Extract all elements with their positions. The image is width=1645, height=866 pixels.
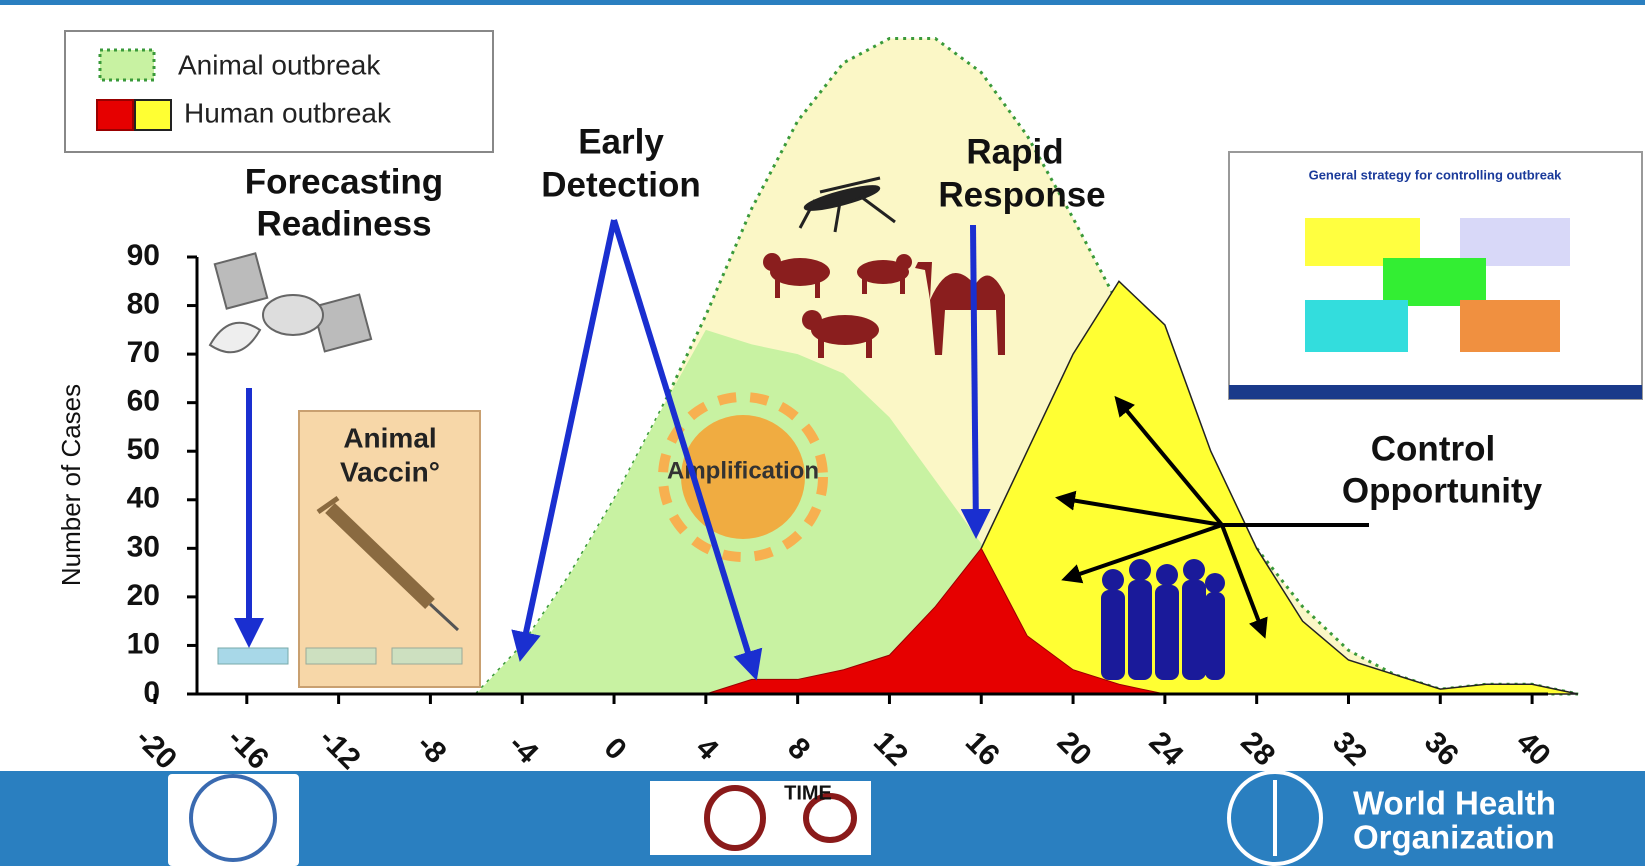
legend-label: Animal outbreak bbox=[178, 49, 381, 80]
annotation: Early bbox=[578, 122, 664, 161]
annotation: Vaccin° bbox=[340, 456, 440, 487]
vaccine-box bbox=[298, 410, 481, 688]
arrows bbox=[234, 219, 1369, 681]
y-tick-label: 40 bbox=[127, 482, 160, 515]
y-tick-label: 70 bbox=[127, 336, 160, 369]
y-tick-label: 30 bbox=[127, 530, 160, 563]
legend: Animal outbreak Human outbreak bbox=[64, 30, 494, 153]
x-tick-label: -20 bbox=[129, 722, 183, 776]
x-tick-label: 16 bbox=[959, 725, 1006, 772]
inset: General strategy for controlling outbrea… bbox=[1228, 151, 1643, 400]
x-tick-label: -12 bbox=[313, 722, 367, 776]
trays bbox=[217, 647, 463, 665]
x-tick-label: 32 bbox=[1326, 725, 1373, 772]
x-tick-label: 36 bbox=[1418, 725, 1465, 772]
x-tick-label: 20 bbox=[1051, 725, 1098, 772]
people bbox=[1101, 559, 1225, 680]
x-axis-label: TIME bbox=[784, 782, 832, 804]
legend-swatch bbox=[98, 48, 156, 82]
y-tick-label: 80 bbox=[127, 287, 160, 320]
x-tick-label: -16 bbox=[221, 722, 275, 776]
y-tick-label: 0 bbox=[143, 676, 160, 709]
x-tick-label: 12 bbox=[867, 725, 914, 772]
y-tick-label: 50 bbox=[127, 433, 160, 466]
x-tick-label: 0 bbox=[598, 731, 633, 766]
syringe bbox=[316, 495, 460, 632]
animals bbox=[763, 253, 1005, 358]
x-tick-label: 4 bbox=[689, 731, 724, 766]
legend-swatch bbox=[134, 99, 172, 131]
x-tick-label: -4 bbox=[502, 728, 544, 770]
x-tick-label: 28 bbox=[1234, 725, 1281, 772]
mosquito bbox=[798, 176, 896, 233]
y-tick-label: 60 bbox=[127, 385, 160, 418]
annotation: Rapid bbox=[966, 132, 1063, 171]
legend-swatch bbox=[96, 99, 134, 131]
y-tick-label: 20 bbox=[127, 579, 160, 612]
annotation: Response bbox=[938, 175, 1105, 214]
inset-title: General strategy for controlling outbrea… bbox=[1309, 167, 1563, 182]
annotation: Forecasting bbox=[245, 162, 443, 201]
annotation: Detection bbox=[541, 165, 700, 204]
annotation: Readiness bbox=[256, 204, 431, 243]
footer-text: World Health bbox=[1353, 785, 1556, 822]
footer-text: Organization bbox=[1353, 819, 1555, 856]
x-tick-label: 24 bbox=[1143, 725, 1190, 772]
sun-rays bbox=[658, 392, 828, 562]
annotation: Opportunity bbox=[1342, 471, 1543, 510]
sun bbox=[681, 415, 805, 539]
area bbox=[705, 547, 1165, 695]
x-tick-label: -8 bbox=[410, 728, 452, 770]
annotation: Control bbox=[1371, 429, 1495, 468]
satellite bbox=[208, 252, 373, 354]
footer: World Health Organization bbox=[0, 770, 1645, 866]
area bbox=[934, 280, 1579, 695]
annotation: Animal bbox=[343, 422, 436, 453]
y-axis-label: Number of Cases bbox=[56, 384, 86, 586]
y-tick-label: 90 bbox=[127, 239, 160, 272]
x-tick-label: 8 bbox=[781, 731, 816, 766]
x-tick-label: 40 bbox=[1510, 725, 1557, 772]
legend-label: Human outbreak bbox=[184, 97, 392, 128]
top-border bbox=[0, 0, 1645, 5]
y-tick-label: 10 bbox=[127, 627, 160, 660]
